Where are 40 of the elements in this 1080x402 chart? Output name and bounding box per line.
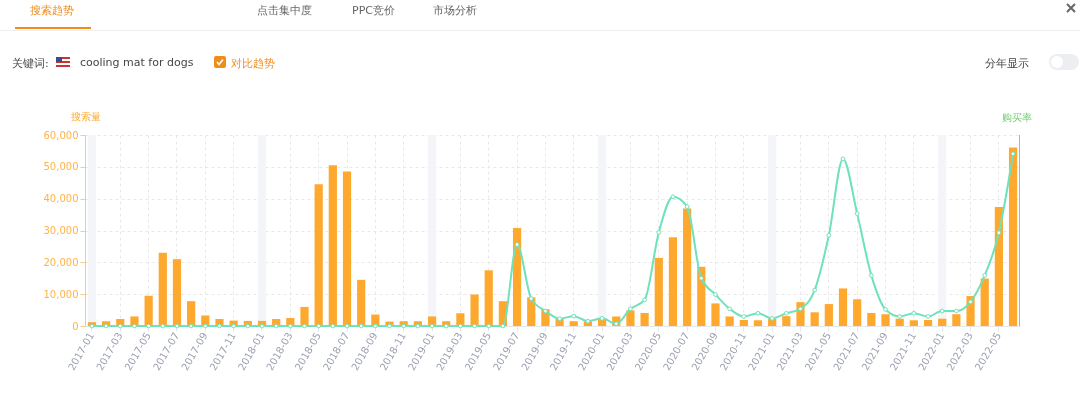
bar	[938, 318, 947, 326]
bar	[342, 171, 352, 326]
y-tick-label: 0	[72, 320, 79, 332]
bar	[994, 206, 1003, 326]
y-tick-label: 10,000	[43, 288, 79, 300]
y-tick-label: 30,000	[43, 225, 79, 236]
bar	[753, 320, 763, 326]
text: 分年显示	[985, 56, 1029, 71]
bar	[654, 257, 663, 326]
bar	[810, 312, 819, 326]
text: cooling mat for dogs	[80, 56, 194, 69]
bar	[838, 288, 848, 326]
text: 关键词:	[12, 56, 49, 71]
text: 市场分析	[433, 3, 477, 18]
bar	[909, 320, 918, 326]
y-tick-label: 50,000	[43, 161, 79, 173]
bar	[853, 299, 862, 326]
bar	[824, 304, 833, 326]
text: 对比趋势	[231, 56, 275, 71]
bar	[187, 301, 196, 326]
bar	[1008, 147, 1018, 326]
y-tick-label: 60,000	[43, 129, 79, 141]
bar	[867, 312, 876, 326]
text: 点击集中度	[257, 3, 312, 18]
bar	[512, 227, 522, 326]
bar	[640, 312, 649, 326]
bar	[725, 316, 734, 326]
bar	[328, 165, 337, 326]
text: PPC竞价	[352, 3, 395, 18]
bar	[668, 237, 678, 326]
bar	[711, 303, 720, 326]
y-axis-title: 搜索量	[70, 110, 101, 122]
bar	[158, 252, 167, 326]
bar	[357, 279, 366, 326]
y2-axis-title: 购买率	[1002, 111, 1032, 125]
y-tick-label: 20,000	[43, 256, 79, 268]
y-tick-label: 40,000	[43, 193, 79, 205]
bar	[923, 319, 933, 326]
text: 搜索趋势	[30, 3, 74, 18]
bar	[172, 259, 182, 326]
